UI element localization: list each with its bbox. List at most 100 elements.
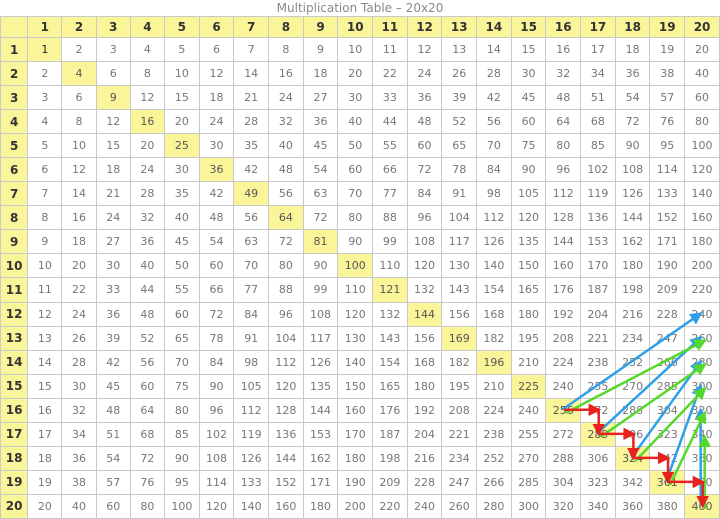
product-cell: 153: [580, 229, 616, 255]
row-header-4: 4: [0, 109, 29, 135]
product-cell: 81: [302, 229, 339, 255]
product-cell: 40: [268, 133, 304, 159]
product-cell: 3: [27, 85, 63, 111]
product-cell: 126: [233, 445, 270, 471]
row-header-13: 13: [0, 325, 29, 351]
product-cell: 75: [164, 373, 200, 399]
product-cell: 280: [684, 349, 720, 375]
product-cell: 48: [129, 301, 166, 327]
product-cell: 180: [684, 229, 720, 255]
product-cell: 135: [510, 229, 547, 255]
product-cell: 60: [337, 157, 374, 183]
product-cell: 76: [649, 109, 686, 135]
product-cell: 80: [164, 397, 200, 423]
product-cell: 110: [372, 253, 408, 279]
product-cell: 36: [61, 445, 97, 471]
product-cell: 132: [406, 277, 443, 303]
product-cell: 9: [95, 85, 131, 111]
product-cell: 24: [95, 205, 131, 231]
product-cell: 88: [372, 205, 408, 231]
row-header-18: 18: [0, 445, 29, 471]
product-cell: 104: [441, 205, 478, 231]
product-cell: 140: [684, 181, 720, 207]
product-cell: 12: [95, 109, 131, 135]
product-cell: 54: [614, 85, 651, 111]
product-cell: 25: [164, 133, 200, 159]
product-cell: 64: [545, 109, 582, 135]
product-cell: 90: [302, 253, 339, 279]
product-cell: 57: [649, 85, 686, 111]
product-cell: 95: [649, 133, 686, 159]
product-cell: 4: [61, 61, 97, 87]
product-cell: 38: [61, 469, 97, 495]
product-cell: 56: [129, 349, 166, 375]
product-cell: 60: [129, 373, 166, 399]
product-cell: 88: [268, 277, 304, 303]
product-cell: 140: [233, 493, 270, 519]
product-cell: 5: [164, 36, 200, 63]
product-cell: 8: [129, 61, 166, 87]
product-cell: 32: [129, 205, 166, 231]
product-cell: 154: [372, 349, 408, 375]
product-cell: 26: [441, 61, 478, 87]
product-cell: 16: [545, 36, 582, 63]
product-cell: 260: [441, 493, 478, 519]
product-cell: 9: [27, 229, 63, 255]
product-cell: 48: [268, 157, 304, 183]
product-cell: 32: [268, 109, 304, 135]
product-cell: 77: [372, 181, 408, 207]
product-cell: 187: [372, 421, 408, 447]
product-cell: 170: [580, 253, 616, 279]
product-cell: 36: [302, 109, 339, 135]
product-cell: 210: [476, 373, 512, 399]
product-cell: 100: [337, 253, 374, 279]
product-cell: 112: [268, 349, 304, 375]
product-cell: 2: [27, 61, 63, 87]
product-cell: 120: [684, 157, 720, 183]
product-cell: 75: [510, 133, 547, 159]
product-cell: 24: [198, 109, 235, 135]
product-cell: 247: [649, 325, 686, 351]
product-cell: 51: [580, 85, 616, 111]
product-cell: 66: [372, 157, 408, 183]
row-header-10: 10: [0, 253, 29, 279]
product-cell: 14: [476, 36, 512, 63]
product-cell: 80: [268, 253, 304, 279]
product-cell: 42: [476, 85, 512, 111]
product-cell: 380: [649, 493, 686, 519]
product-cell: 288: [614, 397, 651, 423]
product-cell: 144: [302, 397, 339, 423]
product-cell: 18: [302, 61, 339, 87]
product-cell: 20: [129, 133, 166, 159]
product-cell: 64: [129, 397, 166, 423]
product-cell: 60: [95, 493, 131, 519]
product-cell: 196: [476, 349, 512, 375]
product-cell: 52: [441, 109, 478, 135]
product-cell: 171: [302, 469, 339, 495]
product-cell: 152: [268, 469, 304, 495]
product-cell: 13: [27, 325, 63, 351]
product-cell: 16: [27, 397, 63, 423]
product-cell: 208: [545, 325, 582, 351]
product-cell: 44: [129, 277, 166, 303]
product-cell: 45: [164, 229, 200, 255]
column-header-16: 16: [545, 16, 582, 38]
column-header-10: 10: [337, 16, 374, 38]
product-cell: 182: [441, 349, 478, 375]
product-cell: 5: [27, 133, 63, 159]
product-cell: 60: [684, 85, 720, 111]
product-cell: 154: [476, 277, 512, 303]
row-header-7: 7: [0, 181, 29, 207]
product-cell: 209: [372, 469, 408, 495]
product-cell: 120: [268, 373, 304, 399]
column-header-14: 14: [476, 16, 512, 38]
product-cell: 238: [476, 421, 512, 447]
product-cell: 216: [614, 301, 651, 327]
product-cell: 133: [649, 181, 686, 207]
product-cell: 84: [476, 157, 512, 183]
product-cell: 78: [198, 325, 235, 351]
product-cell: 306: [580, 445, 616, 471]
row-header-15: 15: [0, 373, 29, 399]
product-cell: 4: [27, 109, 63, 135]
product-cell: 40: [684, 61, 720, 87]
